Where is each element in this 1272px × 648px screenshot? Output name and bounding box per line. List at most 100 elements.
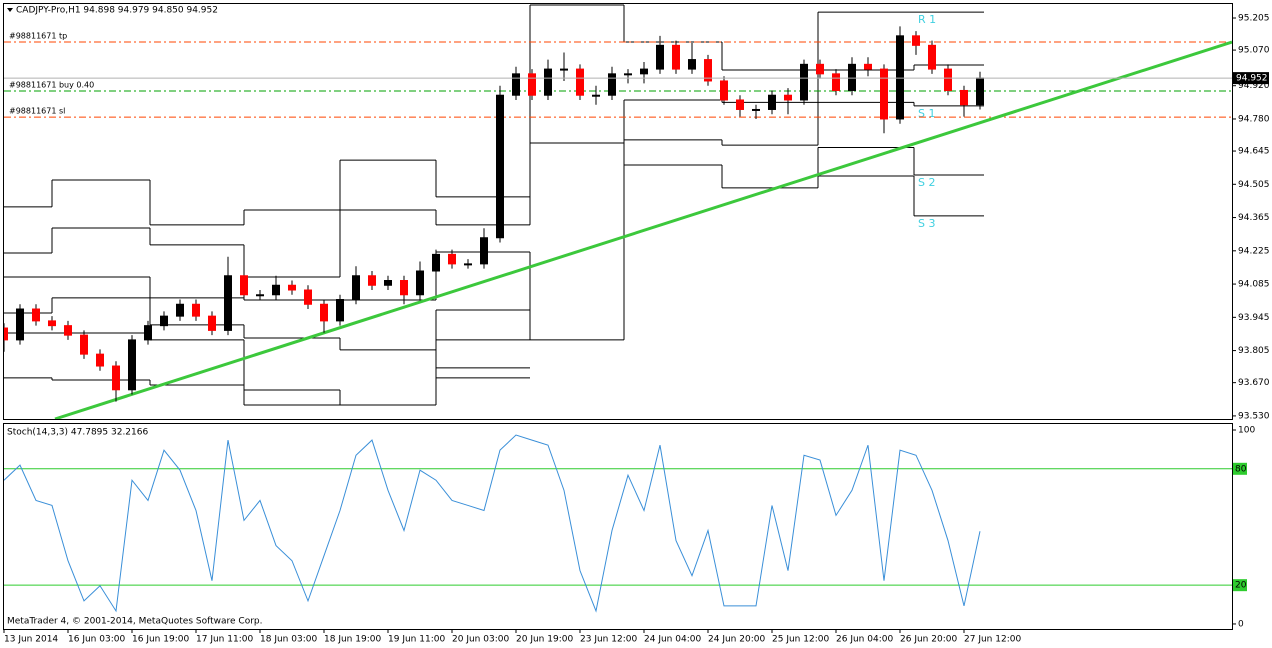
candle-body — [4, 327, 8, 341]
candle-body — [96, 353, 104, 367]
candle-body — [928, 44, 936, 70]
candle-body — [912, 35, 920, 46]
level-box — [1233, 462, 1247, 475]
stoch-plot — [4, 434, 1232, 613]
x-tick-label: 13 Jun 2014 — [4, 635, 58, 645]
candle-body — [416, 270, 424, 296]
y-tick-label: 93.945 — [1238, 313, 1270, 323]
x-tick-label: 26 Jun 04:00 — [836, 635, 893, 645]
candle-body — [624, 73, 632, 76]
x-tick-label: 18 Jun 03:00 — [260, 635, 317, 645]
candle-body — [752, 108, 760, 111]
candle-body — [256, 294, 264, 297]
candle-body — [864, 63, 872, 70]
candle-body — [816, 63, 824, 75]
level-box — [1233, 579, 1247, 592]
level-label: 80 — [1235, 464, 1247, 474]
candle-body — [400, 280, 408, 296]
candle-body — [720, 80, 728, 101]
x-tick-label: 20 Jun 19:00 — [516, 635, 573, 645]
pivot-label: S 2 — [918, 176, 935, 189]
candle-body — [384, 280, 392, 286]
stoch-panel-frame — [3, 423, 1233, 630]
last-price-box — [1233, 72, 1269, 85]
candle-body — [768, 94, 776, 110]
y-tick-label: 95.070 — [1238, 46, 1270, 56]
candle-body — [304, 289, 312, 305]
x-tick-label: 20 Jun 03:00 — [452, 635, 509, 645]
y-tick-label: 93.530 — [1238, 411, 1270, 421]
candle-body — [32, 308, 40, 322]
y-tick-label: 94.780 — [1238, 114, 1270, 124]
candle-body — [608, 73, 616, 96]
candle-body — [960, 89, 968, 106]
y-tick-label: 93.805 — [1238, 346, 1270, 356]
y-tick-label: 0 — [1238, 619, 1244, 629]
candle-body — [448, 253, 456, 265]
candle-body — [144, 325, 152, 341]
pivot-label: R 1 — [918, 13, 936, 26]
footer: MetaTrader 4, © 2001-2014, MetaQuotes So… — [7, 617, 263, 627]
y-tick-label: 94.085 — [1238, 280, 1270, 290]
y-tick-label: 94.505 — [1238, 180, 1270, 190]
candle-body — [688, 59, 696, 70]
candle-body — [480, 237, 488, 265]
main-panel-frame — [3, 3, 1233, 420]
candle-body — [128, 339, 136, 391]
candle-body — [80, 334, 88, 355]
y-tick-label: 94.920 — [1238, 81, 1270, 91]
candle-body — [112, 365, 120, 391]
candle-body — [64, 325, 72, 336]
candle-body — [336, 299, 344, 322]
candle-body — [736, 99, 744, 110]
y-tick-label: 95.205 — [1238, 14, 1270, 24]
x-tick-label: 26 Jun 20:00 — [900, 635, 957, 645]
pivot-label: S 1 — [918, 107, 935, 120]
x-tick-label: 24 Jun 04:00 — [644, 635, 701, 645]
chart-title: CADJPY-Pro,H1 94.898 94.979 94.850 94.95… — [16, 6, 218, 16]
level-label: 20 — [1235, 581, 1247, 591]
pivot-label: S 3 — [918, 217, 935, 230]
candle-body — [288, 284, 296, 291]
candle-body — [976, 77, 984, 106]
candle-body — [784, 94, 792, 101]
menu-arrow[interactable] — [7, 8, 13, 12]
y-tick-label: 100 — [1238, 426, 1255, 436]
candle-body — [672, 44, 680, 70]
x-tick-label: 16 Jun 19:00 — [132, 635, 189, 645]
candle-body — [576, 68, 584, 96]
candle-body — [560, 68, 568, 71]
candle-body — [368, 275, 376, 286]
candle-body — [496, 94, 504, 239]
candle-body — [176, 303, 184, 317]
candle-body — [432, 253, 440, 272]
order-label: #98811671 tp — [9, 32, 67, 41]
candle-body — [224, 275, 232, 331]
candle-body — [240, 275, 248, 296]
candle-body — [16, 308, 24, 341]
x-tick-label: 27 Jun 12:00 — [964, 635, 1021, 645]
stoch-line — [4, 434, 981, 613]
candle-body — [528, 73, 536, 96]
candle-body — [944, 68, 952, 91]
candle-body — [272, 284, 280, 296]
x-tick-label: 24 Jun 20:00 — [708, 635, 765, 645]
candle-body — [832, 73, 840, 91]
indicator-title: Stoch(14,3,3) 47.7895 32.2166 — [7, 428, 148, 438]
x-tick-label: 16 Jun 03:00 — [68, 635, 125, 645]
x-tick-label: 18 Jun 19:00 — [324, 635, 381, 645]
candle-body — [896, 35, 904, 120]
x-tick-label: 17 Jun 11:00 — [196, 635, 253, 645]
y-tick-label: 94.365 — [1238, 213, 1270, 223]
last-price-label: 94.952 — [1236, 74, 1268, 84]
candle-body — [592, 94, 600, 97]
candle-body — [880, 68, 888, 120]
y-tick-label: 93.670 — [1238, 378, 1270, 388]
candle-body — [640, 68, 648, 75]
candle-body — [192, 303, 200, 317]
candle-body — [704, 59, 712, 82]
candle-body — [656, 44, 664, 70]
trendline — [54, 40, 1232, 419]
